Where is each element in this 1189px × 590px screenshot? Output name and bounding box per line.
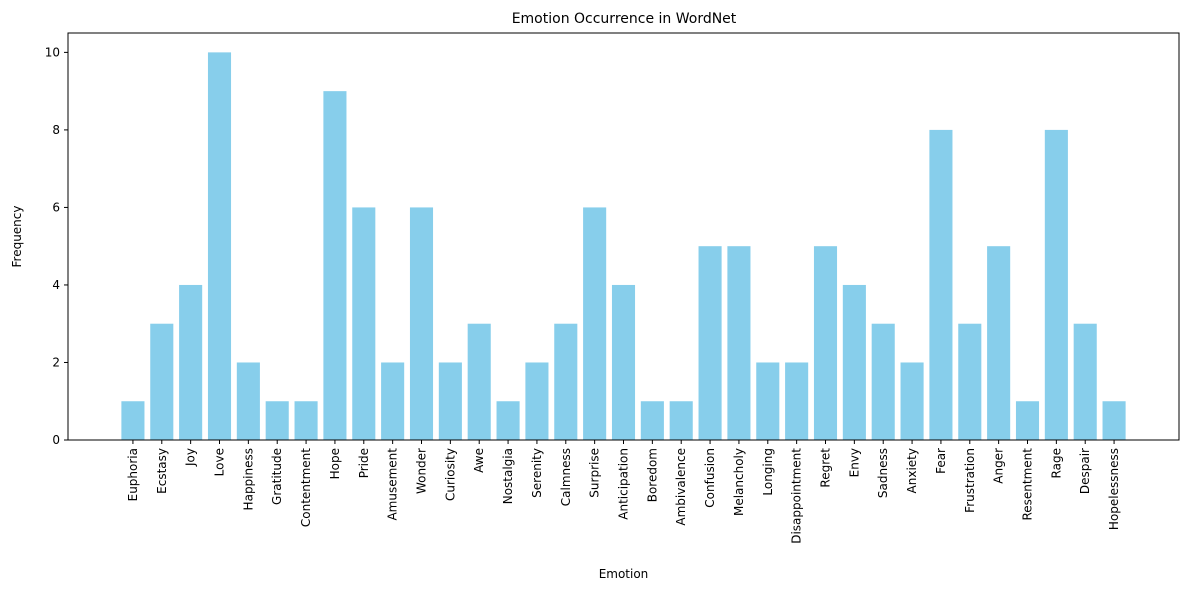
y-tick-label: 10 [45,45,60,59]
bar-awe [467,323,491,440]
y-tick-label: 4 [52,278,60,292]
bar-anger [987,246,1011,440]
x-tick-label: Boredom [645,448,659,502]
bar-ambivalence [669,401,693,440]
bar-envy [842,284,866,440]
bar-serenity [525,362,549,440]
x-tick-label: Fear [934,448,948,474]
x-axis: Euphoria Ecstasy Joy Love Happiness Gratitude… [126,440,1121,544]
x-tick-label: Calmness [559,448,573,506]
bar-euphoria [121,401,145,440]
x-tick-label: Happiness [241,448,255,510]
x-tick-label: Envy [847,448,861,477]
x-tick-label: Surprise [588,448,602,498]
bar-amusement [381,362,405,440]
x-tick-label: Regret [819,448,833,488]
bar-confusion [698,246,722,440]
bar-joy [179,284,203,440]
x-tick-label: Serenity [530,448,544,498]
bar-resentment [1015,401,1040,440]
x-tick-label: Disappointment [790,448,804,544]
x-tick-label: Rage [1049,448,1063,478]
bar-despair [1073,323,1097,440]
x-tick-label: Hopelessness [1107,448,1121,530]
bar-wonder [409,207,434,440]
bar-anticipation [611,284,636,440]
x-tick-label: Amusement [386,448,400,521]
x-tick-label: Frustration [963,448,977,513]
bar-rage [1044,129,1068,440]
bar-happiness [236,362,260,440]
x-axis-title: Emotion [599,567,649,581]
bar-frustration [958,323,982,440]
bar-regret [813,246,838,440]
bar-love [207,52,232,440]
x-tick-label: Despair [1078,448,1092,494]
y-axis: 0 2 4 6 8 10 [45,45,68,447]
bar-boredom [640,401,664,440]
bar-contentment [294,401,318,440]
bar-hopelessness [1102,401,1126,440]
x-tick-label: Wonder [415,448,429,494]
bar-melancholy [727,246,751,440]
bars-group [121,52,1126,441]
bar-surprise [583,207,607,440]
y-tick-label: 6 [52,200,60,214]
x-tick-label: Joy [184,448,198,467]
x-tick-label: Ambivalence [674,448,688,526]
x-tick-label: Awe [472,448,486,473]
bar-fear [929,129,953,440]
x-tick-label: Curiosity [443,448,457,501]
x-tick-label: Contentment [299,448,313,527]
x-tick-label: Longing [761,448,775,496]
bar-longing [756,362,780,440]
x-tick-label: Pride [357,448,371,478]
bar-disappointment [785,362,809,440]
x-tick-label: Sadness [876,448,890,498]
plot-frame [67,32,1180,441]
x-tick-label: Anxiety [905,448,919,493]
x-tick-label: Love [213,448,227,476]
x-tick-label: Resentment [1021,448,1035,521]
bar-nostalgia [496,401,520,440]
x-tick-label: Confusion [703,448,717,508]
x-tick-label: Gratitude [270,448,284,505]
bar-calmness [554,323,578,440]
bar-curiosity [438,362,462,440]
bar-pride [352,207,376,440]
bar-ecstasy [150,323,174,440]
x-tick-label: Euphoria [126,448,140,501]
bar-gratitude [265,401,289,440]
x-tick-label: Ecstasy [155,448,169,494]
y-tick-label: 2 [52,355,60,369]
x-tick-label: Anger [992,448,1006,484]
x-tick-label: Nostalgia [501,448,515,504]
bar-sadness [871,323,895,440]
x-tick-label: Anticipation [617,448,631,520]
y-axis-title: Frequency [10,206,24,268]
x-tick-label: Melancholy [732,448,746,516]
y-tick-label: 8 [52,123,60,137]
x-tick-label: Hope [328,448,342,479]
bar-anxiety [900,362,924,440]
bar-hope [323,91,347,441]
y-tick-label: 0 [52,433,60,447]
chart-title: Emotion Occurrence in WordNet [512,11,737,27]
